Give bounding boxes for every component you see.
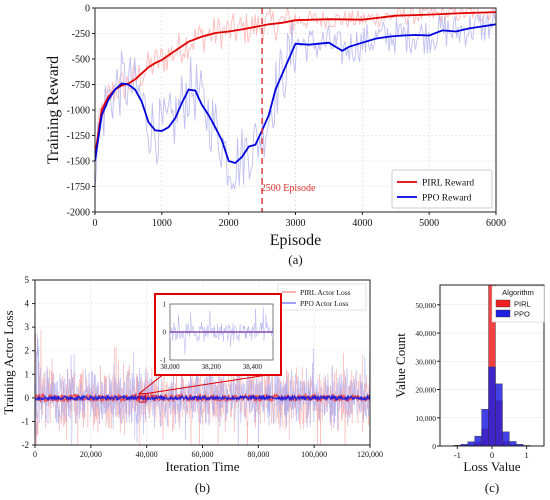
bar-ppo	[481, 409, 489, 447]
y-tick-label: -1500	[67, 157, 90, 168]
legend-title: Algorithm	[502, 288, 534, 297]
caption-c: (c)	[485, 480, 499, 495]
legend-label: PPO Actor Loss	[300, 299, 348, 308]
bar-ppo	[467, 441, 475, 447]
y-tick-label: -500	[72, 55, 90, 66]
x-tick-label: 0	[490, 450, 494, 460]
y-tick-label: 2	[25, 346, 30, 356]
legend-label: PIRL	[514, 300, 531, 309]
caption-b: (b)	[195, 480, 210, 495]
inset-y-tick-label: 0	[163, 329, 167, 337]
bar-ppo	[495, 383, 503, 447]
x-tick-label: 60,000	[192, 450, 214, 459]
x-tick-label: 120,000	[357, 450, 383, 459]
bar-ppo	[488, 366, 496, 447]
x-tick-label: 2000	[219, 218, 239, 229]
legend-box-b	[277, 283, 367, 311]
bar-ppo	[474, 435, 482, 447]
series-raw-pirl-reward	[95, 8, 496, 154]
x-tick-label: 20,000	[80, 450, 102, 459]
x-tick-label: 1	[525, 450, 529, 460]
y-tick-label: 4	[25, 299, 30, 309]
y-tick-label: 5	[25, 275, 30, 285]
panel-b-loss-chart: 0 20,000 40,000 60,000 80,000 100,000 120,000 -…	[1, 275, 383, 495]
y-tick-label: -250	[72, 29, 90, 40]
y-tick-label: 10,000	[415, 414, 436, 423]
x-tick-label: 0	[33, 450, 37, 459]
y-tick-label: 0	[432, 442, 436, 451]
legend-label: PPO	[514, 310, 530, 319]
y-tick-label: -2	[22, 440, 30, 450]
zoom-source-box	[138, 393, 147, 403]
y-tick-label: 3	[25, 322, 30, 332]
y-tick-label: 20,000	[415, 386, 436, 395]
y-tick-label: -1750	[67, 182, 90, 193]
y-tick-label: -1250	[67, 131, 90, 142]
bar-ppo	[502, 431, 510, 447]
inset-x-tick-label: 38,400	[243, 363, 263, 371]
y-tick-label: -2000	[67, 208, 90, 219]
y-tick-label: 0	[85, 4, 90, 15]
x-tick-label: 5000	[419, 218, 439, 229]
legend-box-a	[391, 169, 493, 209]
x-tick-label: 40,000	[136, 450, 158, 459]
series-line-ppo-reward	[95, 23, 496, 165]
inset-x-tick-label: 38,000	[160, 363, 180, 371]
y-tick-label: 30,000	[415, 357, 436, 366]
x-tick-label: 0	[93, 218, 98, 229]
bar-ppo	[509, 441, 517, 447]
plot-area-a	[95, 8, 496, 192]
x-tick-label: 4000	[352, 218, 372, 229]
series-smooth-ppo-actor-loss	[35, 393, 370, 402]
zoom-connector	[145, 372, 281, 395]
x-tick-label: 80,000	[247, 450, 269, 459]
inset-y-tick-label: 1	[163, 301, 167, 309]
y-axis-label: Training Reward	[45, 56, 62, 164]
y-tick-label: -1000	[67, 106, 90, 117]
panel-c-histogram: -1 0 1 0 10,000 20,000 30,000 40,000 50,000 Loss …	[393, 284, 545, 495]
inset-x-tick-label: 38,200	[202, 363, 222, 371]
x-axis-label: Iteration Time	[165, 459, 239, 474]
inset-y-tick-label: -1	[160, 357, 166, 365]
x-tick-label: 100,000	[301, 450, 327, 459]
y-tick-label: -750	[72, 80, 90, 91]
x-tick-label: 1000	[152, 218, 172, 229]
series-line-pirl-reward	[95, 11, 496, 157]
series-smooth-pirl-actor-loss	[35, 392, 370, 404]
y-axis-label: Value Count	[393, 333, 408, 398]
legend-label: PPO Reward	[422, 194, 472, 204]
y-tick-label: 0	[25, 393, 30, 403]
annotation-label: 2500 Episode	[261, 183, 316, 194]
legend-label: PIRL Reward	[422, 179, 474, 189]
y-tick-label: 50,000	[415, 301, 436, 310]
y-tick-label: 1	[25, 369, 30, 379]
x-axis-label: Episode	[270, 232, 322, 249]
x-tick-label: -1	[454, 450, 461, 460]
legend-swatch	[495, 299, 511, 308]
inset-series-raw	[169, 307, 274, 355]
y-tick-label: -1	[22, 416, 30, 426]
caption-a: (a)	[288, 252, 302, 267]
y-axis-label: Training Actor Loss	[1, 310, 16, 414]
y-tick-label: 40,000	[415, 329, 436, 338]
x-tick-label: 3000	[286, 218, 306, 229]
series-raw-ppo-reward	[95, 10, 496, 192]
legend-swatch	[495, 309, 511, 318]
zoom-connector	[138, 372, 166, 395]
x-axis-label: Loss Value	[463, 459, 520, 474]
legend-label: PIRL Actor Loss	[300, 288, 351, 297]
x-tick-label: 6000	[486, 218, 506, 229]
